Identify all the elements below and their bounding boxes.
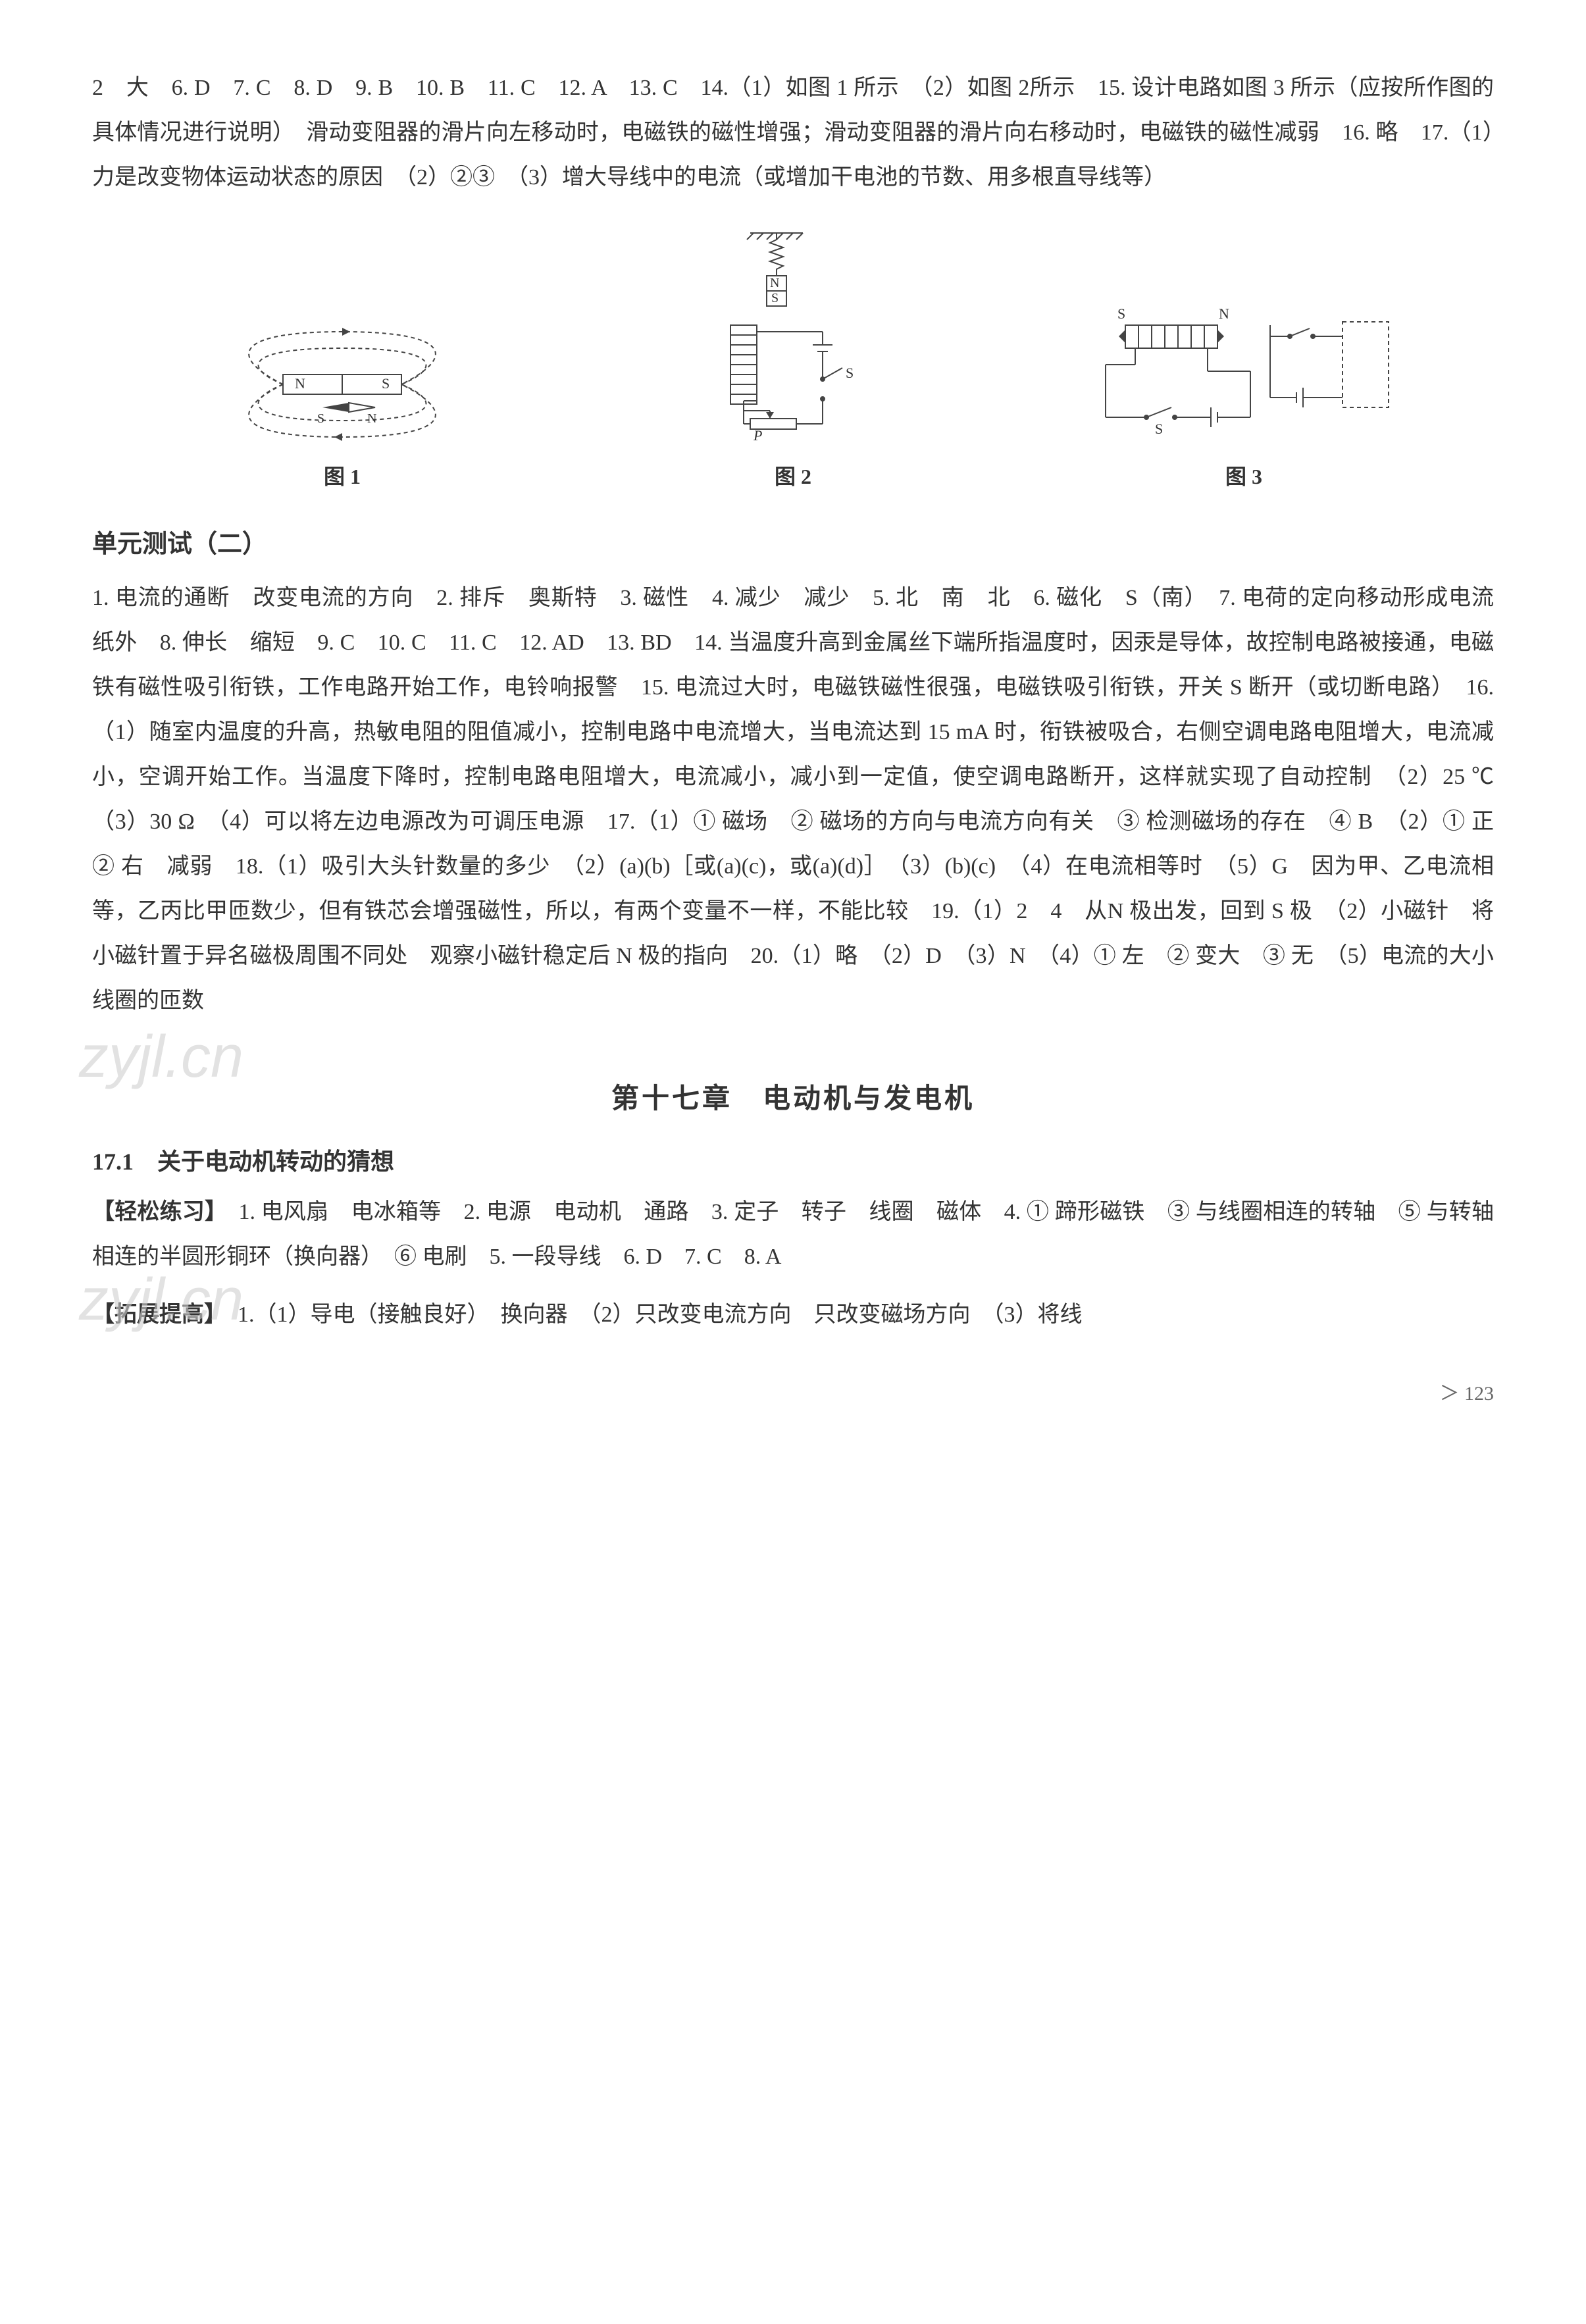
unit-test-2-answers: 1. 电流的通断 改变电流的方向 2. 排斥 奥斯特 3. 磁性 4. 减少 减…	[92, 576, 1494, 1023]
figure-3-block: S N S 图 3	[1079, 292, 1408, 490]
fig3-label-S2: S	[1155, 421, 1163, 437]
figure-2-diagram: N S S P	[678, 226, 908, 450]
figure-1-block: N S S N 图 1	[178, 319, 507, 490]
figure-3-caption: 图 3	[1225, 460, 1262, 490]
easy-practice-block: 【轻松练习】 1. 电风扇 电冰箱等 2. 电源 电动机 通路 3. 定子 转子…	[92, 1190, 1494, 1279]
fig2-label-S: S	[771, 291, 779, 305]
figure-3-diagram: S N S	[1079, 292, 1408, 450]
fig3-label-S1: S	[1117, 305, 1125, 322]
easy-practice-label: 【轻松练习】	[92, 1200, 216, 1224]
fig1-label-S1: S	[382, 375, 390, 392]
fig2-label-P: P	[753, 427, 762, 444]
figure-2-block: N S S P 图 2	[678, 226, 908, 490]
figure-1-caption: 图 1	[324, 460, 361, 490]
answer-block-1: 2 大 6. D 7. C 8. D 9. B 10. B 11. C 12. …	[92, 66, 1494, 200]
unit-test-2-heading: 单元测试（二）	[92, 523, 1494, 559]
fig1-label-N1: N	[295, 375, 305, 392]
extension-practice-label: 【拓展提高】	[92, 1303, 215, 1327]
fig3-label-N1: N	[1219, 305, 1229, 322]
figure-2-caption: 图 2	[775, 460, 811, 490]
section-17-1-heading: 17.1 关于电动机转动的猜想	[92, 1143, 1494, 1177]
chapter-17-heading: 第十七章 电动机与发电机	[92, 1076, 1494, 1116]
fig2-label-N: N	[770, 276, 779, 290]
figures-row: N S S N 图 1	[92, 226, 1494, 490]
fig2-label-Sswitch: S	[846, 365, 854, 381]
extension-practice-text: 1.（1）导电（接触良好） 换向器 （2）只改变电流方向 只改变磁场方向 （3）…	[215, 1303, 1083, 1327]
page-number: ＞ 123	[92, 1377, 1494, 1406]
extension-practice-block: 【拓展提高】 1.（1）导电（接触良好） 换向器 （2）只改变电流方向 只改变磁…	[92, 1293, 1494, 1337]
figure-1-diagram: N S S N	[178, 319, 507, 450]
fig1-label-S2: S	[317, 411, 324, 426]
easy-practice-text: 1. 电风扇 电冰箱等 2. 电源 电动机 通路 3. 定子 转子 线圈 磁体 …	[92, 1200, 1494, 1269]
fig1-label-N2: N	[367, 411, 376, 426]
